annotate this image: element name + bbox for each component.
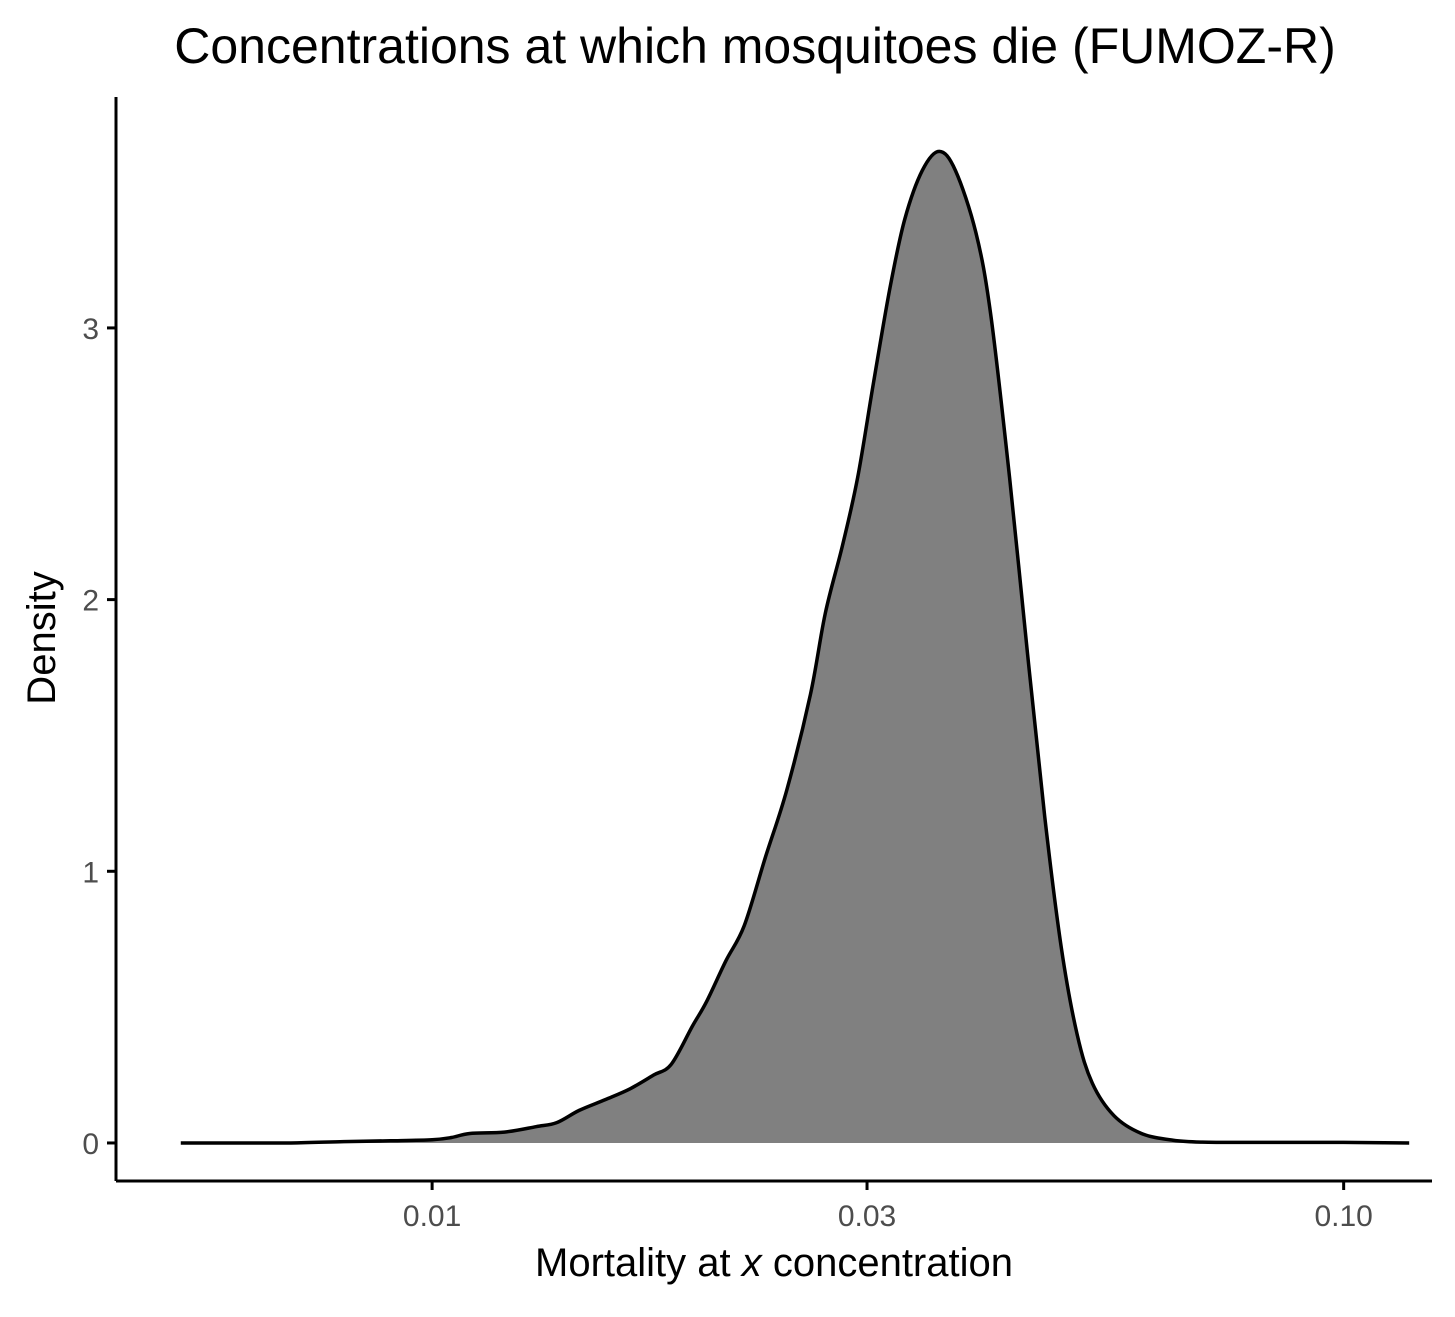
y-tick-label: 0 [82,1128,99,1161]
y-tick-label: 3 [82,313,99,346]
x-tick-label: 0.10 [1314,1200,1372,1233]
x-axis-title: Mortality at x concentration [535,1241,1013,1285]
density-area [180,151,1410,1144]
chart-title: Concentrations at which mosquitoes die (… [174,18,1336,74]
x-axis-title-variable: x [740,1241,764,1285]
x-axis-title-prefix: Mortality at [535,1241,742,1285]
y-tick-label: 2 [82,585,99,618]
x-tick-label: 0.01 [403,1200,461,1233]
y-axis-ticks: 0 1 2 3 [82,313,116,1161]
density-curve [180,149,1410,1145]
plot-area [180,149,1410,1145]
y-tick-label: 1 [82,856,99,889]
x-axis-ticks: 0.01 0.03 0.10 [403,1181,1373,1233]
x-tick-label: 0.03 [838,1200,896,1233]
x-axis-title-suffix: concentration [762,1241,1013,1285]
y-axis-title: Density [20,571,64,704]
